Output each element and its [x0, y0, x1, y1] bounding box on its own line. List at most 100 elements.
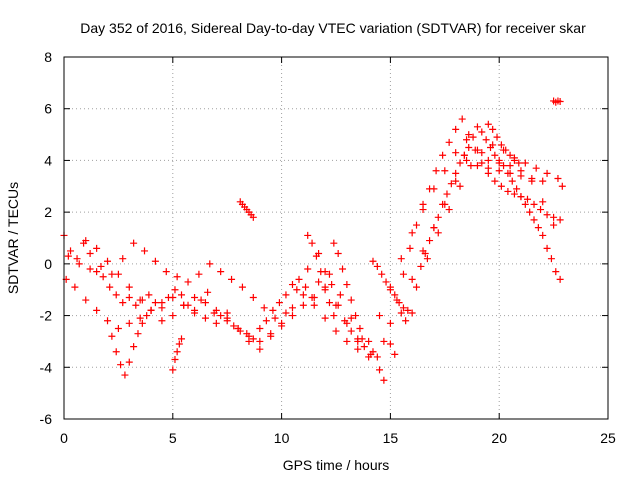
- y-tick-label: -4: [40, 359, 53, 375]
- data-point: [315, 278, 323, 286]
- data-point: [478, 159, 486, 167]
- data-point: [378, 270, 386, 278]
- data-point: [347, 327, 355, 335]
- data-point: [312, 252, 320, 260]
- data-point: [493, 133, 501, 141]
- data-point: [336, 291, 344, 299]
- data-point: [484, 164, 492, 172]
- data-point: [108, 270, 116, 278]
- data-point: [104, 257, 112, 265]
- data-point: [295, 275, 303, 283]
- series-track-i: [330, 239, 364, 332]
- x-tick-label: 15: [383, 430, 399, 446]
- data-point: [395, 299, 403, 307]
- series-track-d: [82, 156, 547, 374]
- data-point: [304, 231, 312, 239]
- data-points: [60, 97, 566, 384]
- data-point: [191, 293, 199, 301]
- data-point: [147, 306, 155, 314]
- data-point: [262, 317, 270, 325]
- data-point: [201, 314, 209, 322]
- data-point: [452, 169, 460, 177]
- data-point: [288, 281, 296, 289]
- data-point: [547, 255, 555, 263]
- data-point: [317, 268, 325, 276]
- series-track-c: [64, 141, 562, 384]
- data-point: [521, 159, 529, 167]
- data-point: [369, 257, 377, 265]
- data-point: [482, 136, 490, 144]
- data-point: [212, 306, 220, 314]
- data-point: [354, 337, 362, 345]
- data-point: [328, 281, 336, 289]
- data-point: [445, 206, 453, 214]
- data-point: [543, 211, 551, 219]
- data-point: [456, 182, 464, 190]
- data-point: [491, 151, 499, 159]
- data-point: [245, 332, 253, 340]
- data-point: [413, 221, 421, 229]
- data-point: [249, 293, 257, 301]
- data-point: [175, 340, 183, 348]
- data-point: [397, 309, 405, 317]
- data-point: [419, 206, 427, 214]
- data-point: [413, 283, 421, 291]
- data-point: [343, 281, 351, 289]
- data-point: [380, 376, 388, 384]
- data-point: [539, 231, 547, 239]
- data-point: [510, 190, 518, 198]
- data-point: [132, 301, 140, 309]
- data-point: [217, 312, 225, 320]
- data-point: [391, 291, 399, 299]
- data-point: [334, 250, 342, 258]
- data-point: [517, 172, 525, 180]
- data-point: [452, 149, 460, 157]
- data-point: [151, 257, 159, 265]
- data-point: [352, 312, 360, 320]
- data-point: [67, 247, 75, 255]
- data-point: [302, 283, 310, 291]
- data-point: [275, 299, 283, 307]
- data-point: [191, 309, 199, 317]
- data-point: [184, 278, 192, 286]
- data-point: [373, 262, 381, 270]
- series-track-n: [550, 97, 566, 190]
- data-point: [484, 156, 492, 164]
- data-point: [517, 193, 525, 201]
- data-point: [478, 128, 486, 136]
- data-point: [360, 343, 368, 351]
- y-tick-label: 6: [44, 101, 52, 117]
- data-point: [439, 151, 447, 159]
- data-point: [112, 291, 120, 299]
- y-tick-label: -2: [40, 308, 53, 324]
- data-point: [550, 221, 558, 229]
- data-point: [380, 337, 388, 345]
- data-point: [365, 353, 373, 361]
- data-point: [130, 239, 138, 247]
- data-point: [125, 283, 133, 291]
- data-point: [282, 291, 290, 299]
- data-point: [515, 159, 523, 167]
- data-point: [469, 133, 477, 141]
- data-point: [119, 299, 127, 307]
- series-track-h: [304, 231, 338, 320]
- data-point: [463, 156, 471, 164]
- data-point: [521, 200, 529, 208]
- data-point: [526, 208, 534, 216]
- data-point: [408, 275, 416, 283]
- data-point: [552, 268, 560, 276]
- data-point: [489, 125, 497, 133]
- data-point: [299, 301, 307, 309]
- data-point: [104, 317, 112, 325]
- grid-lines: [64, 57, 608, 419]
- data-point: [532, 164, 540, 172]
- chart-title: Day 352 of 2016, Sidereal Day-to-day VTE…: [80, 20, 586, 36]
- data-point: [171, 286, 179, 294]
- data-point: [434, 229, 442, 237]
- data-point: [358, 335, 366, 343]
- data-point: [173, 348, 181, 356]
- data-point: [343, 319, 351, 327]
- data-point: [452, 177, 460, 185]
- data-point: [238, 283, 246, 291]
- data-point: [82, 296, 90, 304]
